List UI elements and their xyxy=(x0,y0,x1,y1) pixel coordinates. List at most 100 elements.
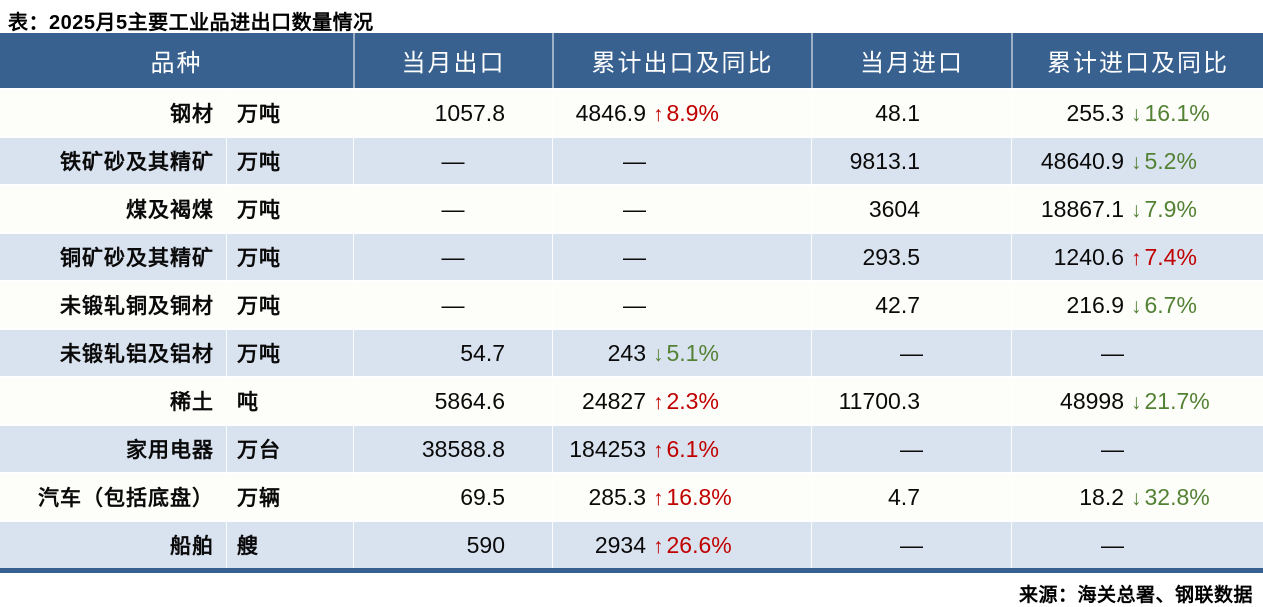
yoy-change-down: ↓ 7.9% xyxy=(1131,196,1197,223)
yoy-percent: 16.1% xyxy=(1144,99,1210,126)
cell-cumulative-export: 4846.9 ↑ 8.9% xyxy=(552,90,811,136)
yoy-percent: 8.9% xyxy=(666,99,719,126)
cell-product-name: 船舶 xyxy=(170,535,214,558)
cell-cumulative-import: — xyxy=(1011,426,1263,472)
up-arrow-icon: ↑ xyxy=(1131,246,1142,270)
cell-month-export: 69.5 xyxy=(353,474,552,520)
cumulative-value: 285.3 xyxy=(588,483,646,510)
yoy-change-down: ↓ 5.2% xyxy=(1131,148,1197,175)
cell-month-import: 9813.1 xyxy=(811,138,1011,184)
cell-cumulative-export: — xyxy=(552,282,811,328)
cell-unit: 艘 xyxy=(226,522,353,568)
cell-month-export: — xyxy=(353,138,552,184)
cell-cumulative-import: 48640.9 ↓ 5.2% xyxy=(1011,138,1263,184)
cell-unit: 万台 xyxy=(226,426,353,472)
cell-month-import: 4.7 xyxy=(811,474,1011,520)
cell-cumulative-export: — xyxy=(552,138,811,184)
up-arrow-icon: ↑ xyxy=(653,102,664,126)
cell-cumulative-export: 285.3 ↑ 16.8% xyxy=(552,474,811,520)
down-arrow-icon: ↓ xyxy=(1131,102,1142,126)
cell-cumulative-export: 2934 ↑ 26.6% xyxy=(552,522,811,568)
cell-month-export: — xyxy=(353,282,552,328)
header-col-cum-import: 累计进口及同比 xyxy=(1011,33,1263,88)
table-row: 铜矿砂及其精矿 万吨 — —293.5 1240.6 ↑ 7.4% xyxy=(0,232,1263,280)
up-arrow-icon: ↑ xyxy=(653,390,664,414)
yoy-percent: 7.4% xyxy=(1144,243,1197,270)
cell-unit: 万吨 xyxy=(226,234,353,280)
cell-product-name: 煤及褐煤 xyxy=(126,199,214,222)
cumulative-value: 4846.9 xyxy=(575,99,646,126)
up-arrow-icon: ↑ xyxy=(653,534,664,558)
header-col-product: 品种 xyxy=(150,51,203,77)
cumulative-value: — xyxy=(1101,435,1124,462)
cell-unit: 万吨 xyxy=(226,330,353,376)
cell-cumulative-import: 1240.6 ↑ 7.4% xyxy=(1011,234,1263,280)
cell-cumulative-export: — xyxy=(552,186,811,232)
yoy-change-up: ↑ 16.8% xyxy=(653,484,732,511)
cumulative-value: — xyxy=(1101,339,1124,366)
yoy-percent: 6.7% xyxy=(1144,291,1197,318)
yoy-percent: 6.1% xyxy=(666,435,719,462)
cumulative-value: — xyxy=(623,195,646,222)
cell-product-name: 铁矿砂及其精矿 xyxy=(60,151,214,174)
cumulative-value: — xyxy=(623,147,646,174)
cumulative-value: 48998 xyxy=(1060,387,1124,414)
yoy-change-down: ↓ 6.7% xyxy=(1131,292,1197,319)
data-source-note: 来源：海关总署、钢联数据 xyxy=(1018,585,1253,606)
cumulative-value: 184253 xyxy=(569,435,646,462)
cumulative-value: 255.3 xyxy=(1066,99,1124,126)
cell-product-name: 稀土 xyxy=(170,391,214,414)
cell-product-name: 未锻轧铜及铜材 xyxy=(60,295,214,318)
cell-month-export: 54.7 xyxy=(353,330,552,376)
table-row: 家用电器 万台 38588.8 184253 ↑ 6.1% — — xyxy=(0,424,1263,472)
cell-unit: 万辆 xyxy=(226,474,353,520)
yoy-percent: 21.7% xyxy=(1144,387,1210,414)
import-export-table: 品种 当月出口 累计出口及同比 当月进口 累计进口及同比 钢材 万吨 1057.8 4… xyxy=(0,33,1263,568)
yoy-change-up: ↑ 8.9% xyxy=(653,100,719,127)
table-row: 钢材 万吨 1057.8 4846.9 ↑ 8.9% 48.1 255.3 ↓ 16.1% xyxy=(0,88,1263,136)
cell-product-name: 汽车（包括底盘） xyxy=(38,487,214,510)
cell-cumulative-import: 48998 ↓ 21.7% xyxy=(1011,378,1263,424)
cell-cumulative-export: 184253 ↑ 6.1% xyxy=(552,426,811,472)
cumulative-value: 1240.6 xyxy=(1053,243,1124,270)
yoy-change-up: ↑ 26.6% xyxy=(653,532,732,559)
yoy-percent: 2.3% xyxy=(666,387,719,414)
cumulative-value: 24827 xyxy=(582,387,646,414)
cell-month-import: 3604 xyxy=(811,186,1011,232)
cell-unit: 万吨 xyxy=(226,90,353,136)
yoy-percent: 16.8% xyxy=(666,483,732,510)
cell-month-import: — xyxy=(811,522,1011,568)
yoy-change-down: ↓ 21.7% xyxy=(1131,388,1210,415)
cell-cumulative-import: — xyxy=(1011,522,1263,568)
cell-month-export: — xyxy=(353,234,552,280)
cumulative-value: 18867.1 xyxy=(1040,195,1124,222)
cell-unit: 吨 xyxy=(226,378,353,424)
table-title: 表：2025月5主要工业品进出口数量情况 xyxy=(8,12,374,34)
table-body: 钢材 万吨 1057.8 4846.9 ↑ 8.9% 48.1 255.3 ↓ 16.1% 铁矿砂及… xyxy=(0,88,1263,568)
cell-month-import: 11700.3 xyxy=(811,378,1011,424)
cell-month-import: 42.7 xyxy=(811,282,1011,328)
cumulative-value: — xyxy=(623,243,646,270)
cumulative-value: 216.9 xyxy=(1066,291,1124,318)
cell-product-name: 家用电器 xyxy=(126,439,214,462)
cell-cumulative-export: 243 ↓ 5.1% xyxy=(552,330,811,376)
cumulative-value: 18.2 xyxy=(1079,483,1124,510)
cell-month-import: 48.1 xyxy=(811,90,1011,136)
cell-unit: 万吨 xyxy=(226,282,353,328)
yoy-percent: 7.9% xyxy=(1144,195,1197,222)
cell-month-export: 5864.6 xyxy=(353,378,552,424)
yoy-change-up: ↑ 2.3% xyxy=(653,388,719,415)
cell-month-export: 1057.8 xyxy=(353,90,552,136)
table-row: 铁矿砂及其精矿 万吨 — —9813.1 48640.9 ↓ 5.2% xyxy=(0,136,1263,184)
cell-product-name: 铜矿砂及其精矿 xyxy=(60,247,214,270)
down-arrow-icon: ↓ xyxy=(1131,486,1142,510)
header-col-cum-export: 累计出口及同比 xyxy=(552,33,811,88)
cell-cumulative-import: — xyxy=(1011,330,1263,376)
cell-unit: 万吨 xyxy=(226,186,353,232)
table-row: 煤及褐煤 万吨 — —3604 18867.1 ↓ 7.9% xyxy=(0,184,1263,232)
cumulative-value: 48640.9 xyxy=(1040,147,1124,174)
down-arrow-icon: ↓ xyxy=(653,342,664,366)
down-arrow-icon: ↓ xyxy=(1131,198,1142,222)
yoy-percent: 26.6% xyxy=(666,531,732,558)
